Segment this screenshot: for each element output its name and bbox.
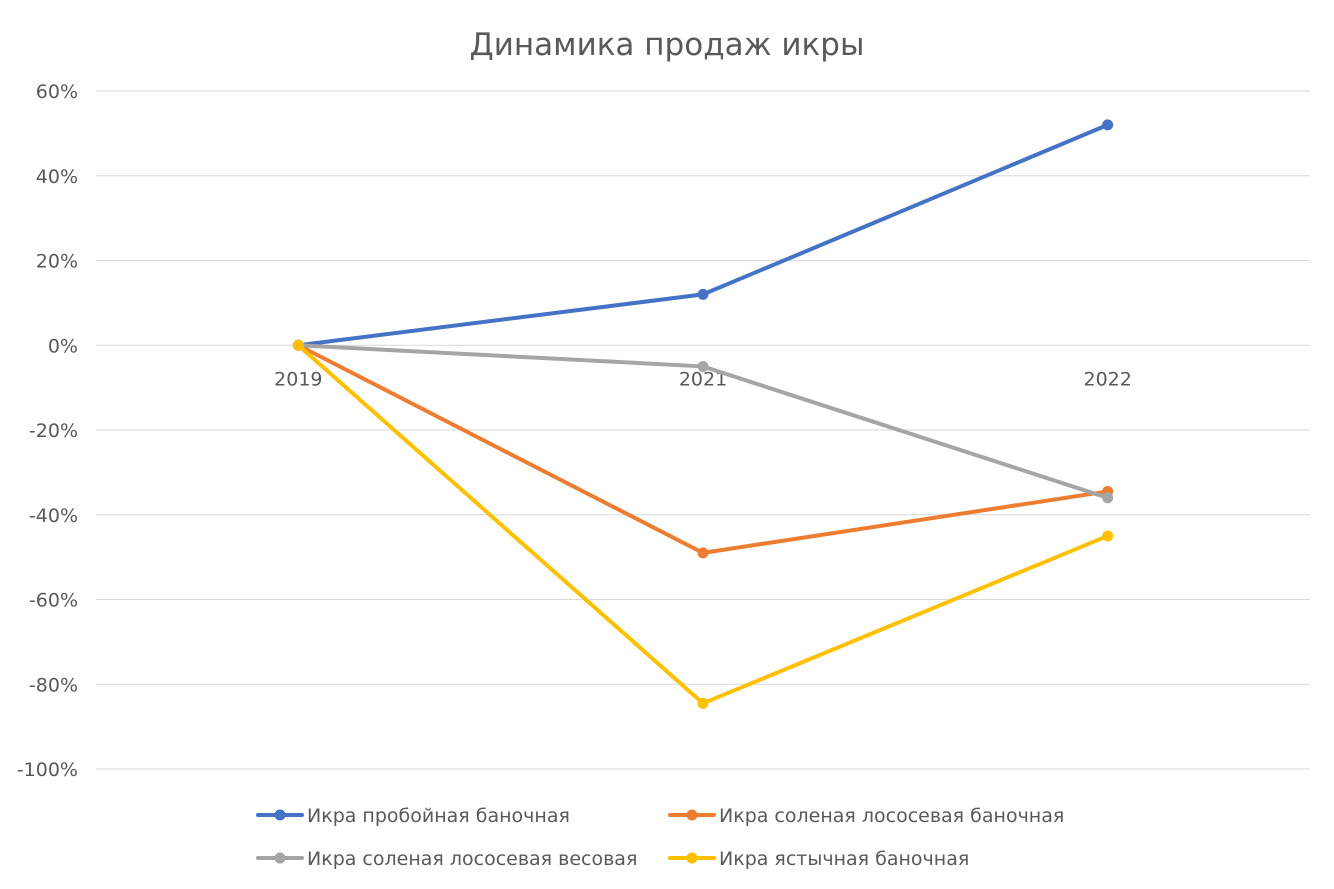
series-lines [292,119,1114,709]
y-tick-label: 60% [36,81,78,103]
data-point [1102,530,1114,542]
legend: Икра пробойная баночная Икра соленая лосо… [256,805,1064,870]
legend-label: Икра соленая лососевая баночная [719,805,1064,827]
legend-item: Икра соленая лососевая весовая [256,848,637,870]
legend-item: Икра ястычная баночная [668,848,969,870]
series [292,339,1114,504]
legend-marker [686,809,698,821]
legend-item: Икра пробойная баночная [256,805,570,827]
series-line [296,343,1110,706]
y-tick-label: -60% [29,590,78,612]
y-tick-label: -20% [29,420,78,442]
data-point [697,547,709,559]
data-point [292,339,304,351]
y-tick-label: 20% [36,251,78,273]
x-tick-label: 2019 [274,368,322,390]
legend-marker [686,852,698,864]
legend-marker [274,809,286,821]
gridlines [96,90,1310,770]
y-tick-label: 0% [48,335,78,357]
legend-label: Икра пробойная баночная [307,805,570,827]
series-line [296,122,1110,348]
chart-title: Динамика продаж икры [470,27,865,63]
data-point [1102,119,1114,131]
y-tick-label: -40% [29,505,78,527]
legend-item: Икра соленая лососевая баночная [668,805,1064,827]
y-tick-label: -80% [29,674,78,696]
x-tick-label: 2021 [679,368,727,390]
series [292,339,1114,709]
data-point [697,288,709,300]
data-point [1102,492,1114,504]
legend-label: Икра соленая лососевая весовая [307,848,637,870]
data-point [697,360,709,372]
legend-marker [274,852,286,864]
x-axis-tick-labels: 2019 2021 2022 [274,368,1132,390]
series [292,119,1114,351]
data-point [697,697,709,709]
y-tick-label: 40% [36,166,78,188]
x-tick-label: 2022 [1083,368,1131,390]
legend-label: Икра ястычная баночная [719,848,969,870]
y-axis-tick-labels: -100% -80% -60% -40% -20% 0% 20% 40% 60% [17,81,78,781]
y-tick-label: -100% [17,759,78,781]
